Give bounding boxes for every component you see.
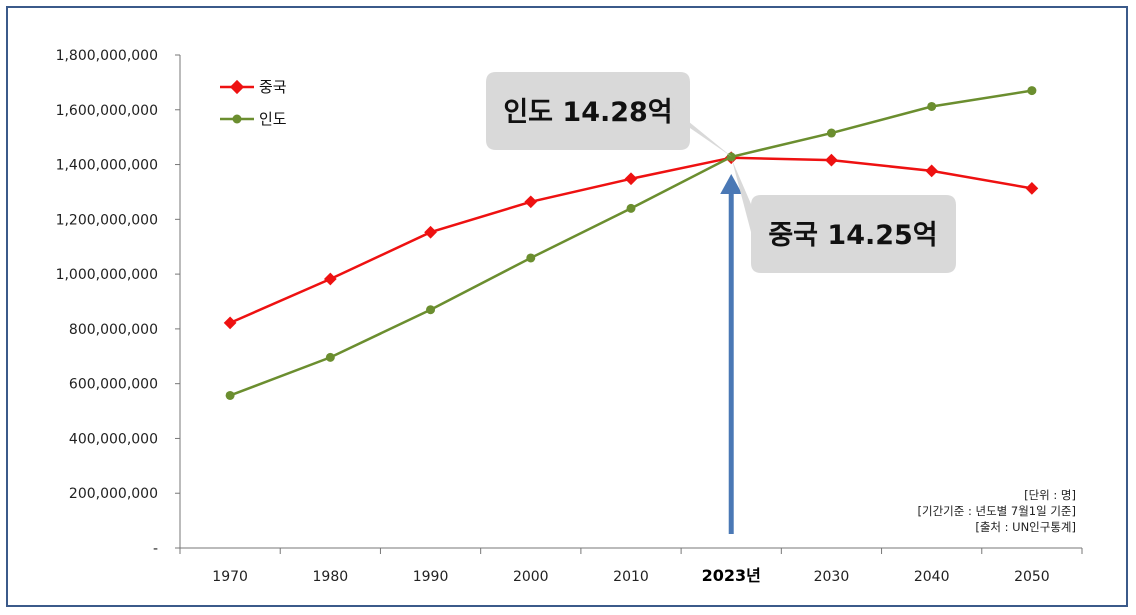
y-tick-label: 600,000,000 [69,377,158,393]
note-period: [기간기준 : 년도별 7월1일 기준] [918,504,1076,518]
y-tick-label: 200,000,000 [69,486,158,502]
data-point-china [825,153,838,167]
data-point-india [626,203,636,213]
x-tick-label: 1970 [212,569,248,585]
note-source: [출처 : UN인구통계] [975,520,1076,534]
callout-china-box [751,195,956,273]
highlight-arrow-head [720,174,743,194]
y-tick-label: 1,200,000,000 [56,212,158,228]
data-point-india [726,152,736,162]
data-point-india [225,390,235,400]
callout-india-text: 인도 14.28억 [503,97,672,128]
legend-marker-india [232,114,242,124]
data-point-china [524,195,538,209]
data-point-china [323,272,337,286]
data-point-china [223,316,237,330]
legend-label-india: 인도 [259,110,287,128]
data-point-india [526,253,536,263]
callout-india: 인도 14.28억 [486,72,732,157]
y-axis-ticks: - 200,000,000 400,000,000 600,000,000 800,00… [56,48,180,557]
data-point-china [424,225,437,239]
x-tick-label: 2010 [613,569,649,585]
y-tick-label: 1,800,000,000 [56,48,158,64]
x-axis-ticks: 1970 1980 1990 2000 2010 2023년 2030 2040 2050 [179,548,1083,585]
data-point-china [1025,182,1039,195]
x-tick-label: 2000 [513,569,549,585]
x-tick-label: 1980 [313,569,349,585]
x-tick-label: 2040 [914,569,950,585]
callout-china: 중국 14.25억 [732,160,956,273]
y-tick-label: 1,400,000,000 [56,158,158,174]
legend-marker-china [229,79,245,95]
callout-india-pointer [672,108,732,157]
x-tick-label-highlight: 2023년 [702,566,761,585]
source-notes: [단위 : 명] [기간기준 : 년도별 7월1일 기준] [출처 : UN인구… [918,488,1076,534]
data-point-india [325,352,335,362]
data-point-china [925,164,939,178]
highlight-arrow [720,174,743,534]
data-point-india [1027,86,1037,96]
legend: 중국 인도 [220,78,287,128]
callout-india-box [486,72,690,150]
data-point-india [826,128,836,138]
callout-china-text: 중국 14.25억 [768,220,937,251]
note-unit: [단위 : 명] [1024,488,1076,502]
y-tick-label: 400,000,000 [69,431,158,447]
x-tick-label: 2050 [1014,569,1050,585]
y-tick-label: 1,600,000,000 [56,103,158,119]
y-tick-label: 1,000,000,000 [56,267,158,283]
callout-china-pointer [732,160,751,232]
data-point-india [426,305,436,315]
y-tick-label: 800,000,000 [69,322,158,338]
y-tick-label: - [153,541,158,557]
legend-label-china: 중국 [259,78,287,96]
x-tick-label: 1990 [413,569,449,585]
data-point-china [624,172,638,186]
data-point-india [927,101,937,111]
x-tick-label: 2030 [814,569,850,585]
